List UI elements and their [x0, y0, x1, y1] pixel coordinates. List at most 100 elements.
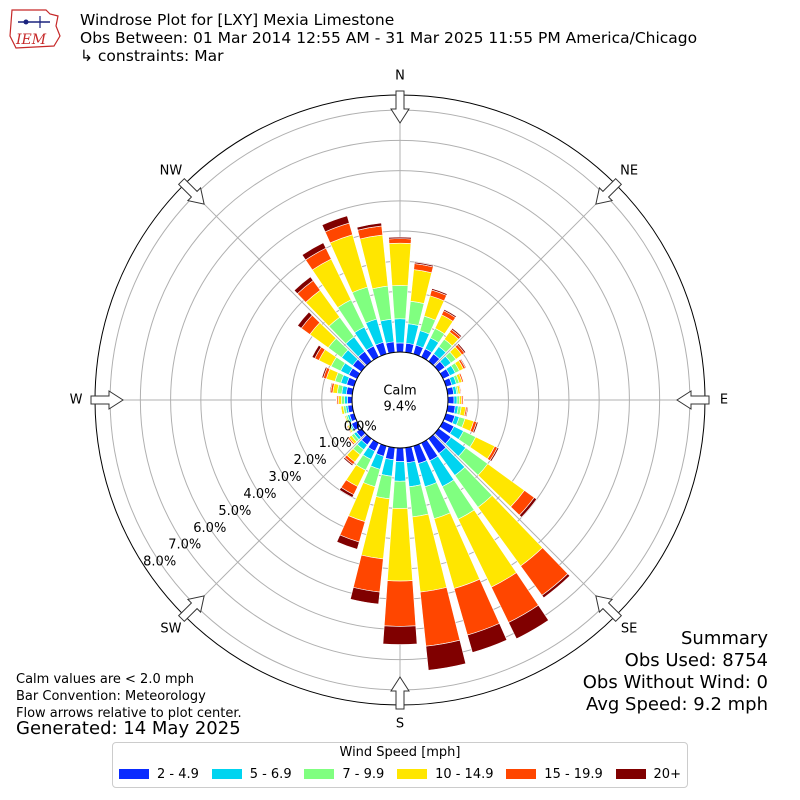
windrose-bar-segment: [338, 395, 342, 405]
summary-avg-speed: Avg Speed: 9.2 mph: [586, 694, 768, 715]
windrose-bar-segment: [460, 372, 465, 383]
direction-label-n: N: [395, 69, 405, 84]
radial-tick-label: 5.0%: [218, 504, 251, 519]
calm-circle: [351, 351, 449, 449]
windrose-bar-segment: [349, 587, 381, 605]
windrose-bar-segment: [347, 396, 353, 404]
legend-item: 20+: [615, 766, 681, 782]
legend-label: 10 - 14.9: [435, 766, 494, 782]
grid-spoke: [433, 183, 617, 367]
windrose-bar-segment: [450, 327, 463, 338]
legend-item: 2 - 4.9: [119, 767, 199, 782]
direction-label-s: S: [396, 717, 404, 732]
windrose-bar-segment: [459, 384, 462, 394]
windrose-bar-segment: [343, 415, 348, 425]
legend-item: 7 - 9.9: [304, 767, 384, 782]
windrose-bar-segment: [404, 342, 415, 354]
windrose-bar-segment: [345, 425, 352, 435]
windrose-bar-segment: [453, 395, 458, 405]
radial-tick-label: 8.0%: [143, 555, 176, 570]
windrose-bar-segment: [388, 236, 412, 240]
legend-label: 2 - 4.9: [157, 766, 199, 782]
windrose-bar-segment: [404, 446, 416, 464]
windrose-bar-segment: [518, 497, 538, 518]
windrose-bar-segment: [387, 507, 413, 582]
grid-spoke: [183, 183, 367, 367]
flow-arrow-icon: [595, 595, 623, 623]
windrose-bars: [293, 215, 571, 671]
legend-label: 20+: [653, 766, 681, 782]
legend-swatch: [211, 769, 242, 779]
grid-spoke: [183, 433, 367, 617]
legend-title: Wind Speed [mph]: [339, 745, 461, 760]
windrose-bar-segment: [419, 587, 461, 647]
windrose-bar-segment: [383, 580, 417, 627]
windrose-bar-segment: [447, 395, 455, 405]
windrose-bar-segment: [414, 261, 434, 268]
summary-heading: Summary: [681, 628, 768, 649]
radial-tick-label: 1.0%: [319, 436, 352, 451]
windrose-bar-segment: [385, 341, 396, 354]
direction-arrows: [90, 90, 710, 710]
radial-tick-label: 7.0%: [168, 538, 201, 553]
direction-label-nw: NW: [160, 163, 183, 178]
legend-swatch: [615, 769, 646, 779]
radial-tick-label: 0.0%: [344, 419, 377, 434]
flow-arrow-icon: [595, 177, 623, 205]
windrose-bar-segment: [489, 447, 500, 462]
legend-swatch: [119, 769, 149, 779]
direction-label-ne: NE: [620, 163, 638, 178]
calm-percent: 9.4%: [383, 400, 416, 415]
windrose-bar-segment: [381, 457, 395, 477]
windrose-bar-segment: [410, 269, 433, 304]
legend-swatch: [304, 769, 335, 779]
windrose-bar-segment: [382, 625, 418, 645]
generated-date: Generated: 14 May 2025: [16, 718, 241, 739]
flow-arrow-icon: [90, 390, 124, 410]
calm-center: [351, 351, 449, 449]
flow-arrow-icon: [177, 595, 205, 623]
windrose-bar-segment: [394, 461, 406, 482]
radial-tick-label: 2.0%: [294, 453, 327, 468]
windrose-bar-segment: [456, 395, 460, 405]
windrose-bar-segment: [467, 622, 508, 653]
windrose-bar-segment: [465, 406, 469, 417]
flow-arrow-icon: [390, 90, 410, 124]
calm-note: Calm values are < 2.0 mph: [16, 672, 195, 687]
windrose-bar-segment: [343, 456, 354, 467]
windrose-bar-segment: [344, 395, 348, 405]
legend-label: 7 - 9.9: [342, 766, 385, 782]
windrose-bar-segment: [392, 480, 408, 509]
windrose-bar-segment: [395, 447, 405, 462]
windrose-bar-segment: [297, 311, 313, 329]
windrose-bar-segment: [456, 343, 467, 354]
legend-swatch: [397, 769, 428, 779]
windrose-bar-segment: [391, 285, 409, 320]
radial-tick-label: 3.0%: [268, 470, 301, 485]
windrose-bar-segment: [293, 276, 314, 295]
windrose-bar-segment: [472, 421, 479, 434]
legend-item: 5 - 6.9: [211, 767, 292, 782]
chart-subtitle: Obs Between: 01 Mar 2014 12:55 AM - 31 M…: [80, 29, 698, 47]
windrose-bar-segment: [301, 242, 327, 261]
bar-convention-note: Bar Convention: Meteorology: [16, 689, 206, 704]
summary-obs-used: Obs Used: 8754: [624, 650, 768, 671]
flow-arrow-icon: [177, 177, 205, 205]
windrose-bar-segment: [388, 238, 412, 244]
direction-label-se: SE: [621, 622, 637, 637]
windrose-bar-segment: [329, 382, 333, 394]
legend-item: 15 - 19.9: [506, 766, 603, 782]
flow-arrow-icon: [676, 390, 710, 410]
calm-label: Calm: [383, 384, 416, 399]
windrose-bar-segment: [541, 573, 571, 599]
windrose-bar-segment: [321, 366, 328, 379]
legend-label: 15 - 19.9: [544, 766, 603, 782]
legend-item: 10 - 14.9: [397, 766, 494, 782]
chart-constraints: ↳ constraints: Mar: [80, 47, 224, 65]
windrose-bar-segment: [356, 222, 383, 231]
windrose-bar-segment: [407, 300, 425, 326]
windrose-bar-segment: [508, 604, 549, 640]
windrose-bar-segment: [352, 554, 384, 593]
windrose-bar-segment: [339, 405, 343, 416]
iem-logo: IEM: [9, 9, 61, 49]
